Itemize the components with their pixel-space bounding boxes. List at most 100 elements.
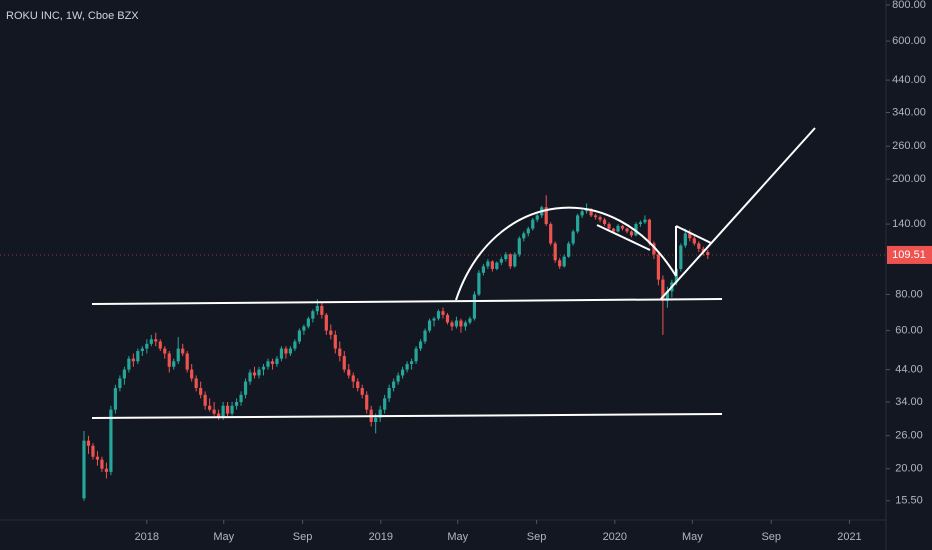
candle-body	[571, 231, 575, 244]
y-tick-label: 60.00	[895, 324, 923, 336]
candle-body	[634, 224, 638, 236]
candle-body	[401, 369, 405, 376]
candle-body	[297, 330, 301, 342]
candle-body	[620, 225, 625, 229]
candle-body	[656, 254, 661, 280]
candle-body	[185, 353, 189, 370]
candle-body	[486, 261, 490, 267]
candle-body	[638, 222, 643, 225]
candle-body	[706, 252, 710, 255]
x-tick-label: May	[447, 531, 468, 543]
candle-body	[158, 341, 162, 349]
candle-body	[692, 238, 696, 244]
candle-body	[423, 330, 427, 342]
candle-body	[661, 279, 665, 301]
candle-body	[127, 358, 131, 370]
candle-body	[257, 369, 261, 376]
candle-body	[495, 262, 499, 269]
candle-body	[145, 343, 149, 349]
candle-body	[392, 381, 396, 389]
candle-body	[167, 353, 171, 367]
candle-body	[517, 238, 521, 255]
y-tick-label: 200.00	[892, 173, 926, 185]
candle-body	[208, 405, 212, 410]
x-tick-label: 2019	[369, 531, 393, 543]
candle-body	[347, 369, 351, 376]
y-tick-label: 26.00	[895, 430, 923, 442]
candle-body	[504, 254, 508, 260]
candle-body	[499, 259, 503, 263]
candle-body	[629, 231, 634, 236]
candle-body	[356, 381, 360, 389]
candle-body	[688, 233, 692, 239]
x-tick-label: Sep	[761, 531, 781, 543]
chart-title: ROKU INC, 1W, Cboe BZX	[6, 10, 139, 22]
candle-body	[567, 243, 571, 257]
flag-line	[596, 224, 651, 251]
plot-area	[0, 195, 886, 501]
candle-body	[95, 456, 100, 460]
candle-body	[279, 348, 284, 359]
candle-body	[154, 339, 158, 342]
candle-body	[266, 361, 270, 367]
candle-body	[616, 225, 620, 232]
candle-body	[472, 294, 477, 319]
x-tick-label: 2018	[135, 531, 159, 543]
y-tick-label: 44.00	[895, 363, 923, 375]
candle-body	[652, 243, 656, 255]
candle-body	[607, 224, 611, 229]
candle-body	[163, 348, 167, 354]
candle-body	[562, 256, 566, 267]
candle-body	[531, 219, 535, 229]
y-tick-label: 440.00	[892, 74, 926, 86]
candle-body	[468, 318, 472, 323]
candle-body	[252, 372, 257, 376]
trend-drawings	[91, 127, 816, 419]
candle-body	[199, 388, 203, 395]
candle-body	[697, 243, 701, 249]
arc-drawing	[455, 206, 677, 301]
candle-body	[553, 243, 557, 261]
candle-body	[270, 361, 275, 364]
candle-body	[526, 228, 530, 234]
candle-body	[409, 361, 414, 364]
last-price-box	[887, 245, 932, 264]
candle-body	[329, 330, 333, 335]
candle-body	[320, 305, 324, 315]
y-tick-label: 800.00	[892, 0, 926, 11]
y-tick-label: 80.00	[895, 288, 923, 300]
candle-body	[275, 358, 279, 364]
candle-body	[302, 326, 306, 331]
candle-body	[82, 440, 86, 499]
candle-body	[176, 348, 180, 362]
candle-body	[490, 261, 494, 269]
candle-body	[284, 348, 288, 354]
candle-body	[611, 228, 616, 232]
candle-body	[396, 375, 400, 382]
candle-body	[149, 339, 153, 344]
candle-body	[414, 348, 418, 362]
x-tick-label: May	[213, 531, 234, 543]
candle-body	[522, 233, 526, 239]
candle-body	[239, 394, 243, 402]
candle-body	[342, 356, 346, 370]
x-tick-label: 2020	[603, 531, 627, 543]
candle-body	[508, 254, 512, 267]
projection-line	[659, 127, 816, 301]
y-tick-label: 20.00	[895, 463, 923, 475]
candle-body	[324, 314, 328, 331]
candle-body	[136, 351, 140, 362]
last-price-label: 109.51	[892, 249, 926, 261]
candle-body	[333, 334, 337, 349]
candle-body	[544, 207, 548, 225]
y-tick-label: 34.00	[895, 396, 923, 408]
candle-body	[212, 409, 216, 414]
candle-body	[131, 358, 135, 362]
candle-body	[338, 348, 342, 357]
candle-body	[441, 311, 445, 315]
candle-body	[418, 341, 423, 349]
candle-body	[580, 211, 584, 216]
candle-body	[365, 394, 369, 410]
